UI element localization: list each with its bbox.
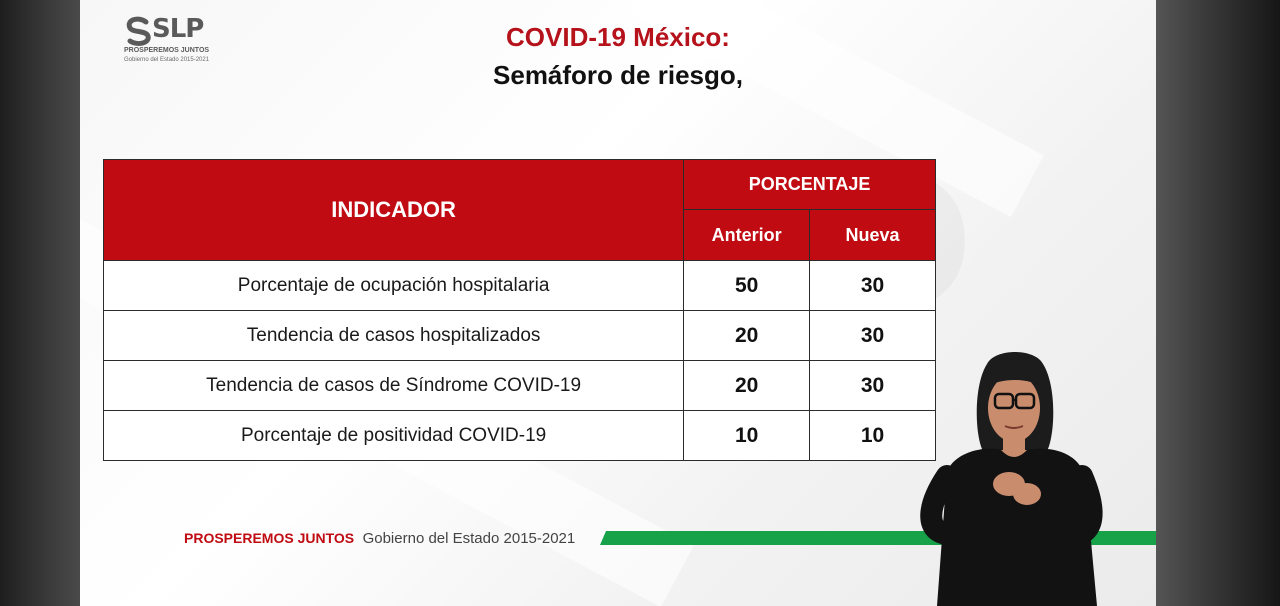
slide-subtitle: Semáforo de riesgo,: [493, 60, 743, 90]
logo-subtitle: Gobierno del Estado 2015-2021: [124, 57, 210, 63]
logo-tagline: PROSPEREMOS JUNTOS: [124, 47, 210, 54]
risk-indicator-table: INDICADOR PORCENTAJE Anterior Nueva Porc…: [102, 159, 936, 461]
footer: PROSPEREMOS JUNTOS Gobierno del Estado 2…: [184, 530, 575, 548]
logo-name: SLP: [152, 14, 204, 44]
new-value-cell: 10: [809, 410, 936, 461]
indicator-cell: Tendencia de casos hospitalizados: [102, 310, 685, 361]
table-row: Porcentaje de ocupación hospitalaria 50 …: [102, 260, 936, 311]
slide-title: COVID-19 México:: [506, 22, 730, 52]
previous-value-cell: 10: [683, 410, 811, 461]
indicator-cell: Porcentaje de positividad COVID-19: [102, 410, 685, 461]
indicator-cell: Porcentaje de ocupación hospitalaria: [102, 260, 685, 311]
slp-logo: SLP PROSPEREMOS JUNTOS Gobierno del Esta…: [124, 14, 224, 70]
new-value-cell: 30: [809, 360, 936, 411]
sign-language-interpreter: [920, 352, 1103, 606]
indicator-cell: Tendencia de casos de Síndrome COVID-19: [102, 360, 685, 411]
previous-value-cell: 20: [683, 310, 811, 361]
previous-value-cell: 50: [683, 260, 811, 311]
footer-slogan: PROSPEREMOS JUNTOS: [184, 530, 355, 546]
slp-logo-icon: [126, 16, 151, 46]
left-frame: [0, 0, 80, 606]
table-row: Tendencia de casos de Síndrome COVID-19 …: [102, 360, 936, 411]
header-percentage: PORCENTAJE: [683, 159, 936, 210]
table-row: Porcentaje de positividad COVID-19 10 10: [102, 410, 936, 461]
presentation-slide: SLP SLP PROSPEREMOS JUNTOS Gobierno del …: [80, 0, 1156, 606]
new-value-cell: 30: [809, 260, 936, 311]
previous-value-cell: 20: [683, 360, 811, 411]
header-new: Nueva: [809, 209, 936, 261]
header-previous: Anterior: [683, 209, 811, 261]
header-indicator: INDICADOR: [102, 159, 685, 261]
table-row: Tendencia de casos hospitalizados 20 30: [102, 310, 936, 361]
footer-government: Gobierno del Estado 2015-2021: [362, 530, 576, 547]
right-frame: [1156, 0, 1280, 606]
